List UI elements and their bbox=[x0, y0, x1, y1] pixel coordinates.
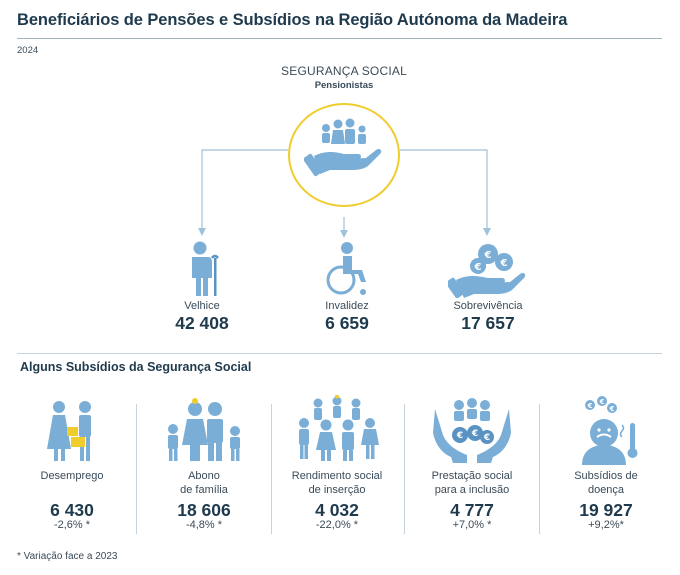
hand-coins-icon: € € € bbox=[448, 244, 526, 298]
section-divider bbox=[17, 353, 662, 354]
subsidy-family-allowance: Abono de família 18 606 -4,8% * bbox=[139, 395, 269, 531]
subsidy-label: Abono de família bbox=[180, 470, 228, 496]
subsidy-label: Prestação social para a inclusão bbox=[431, 470, 513, 496]
column-divider bbox=[136, 404, 137, 534]
subsidy-label: Subsídios de doença bbox=[574, 470, 638, 496]
pension-label: Velhice bbox=[184, 300, 220, 312]
subsidy-social-insertion: Rendimento social de inserção 4 032 -22,0… bbox=[272, 395, 402, 531]
family-icon bbox=[168, 398, 240, 461]
pensioners-circle bbox=[288, 103, 400, 207]
sick-person-icon: € € € bbox=[582, 396, 638, 465]
svg-text:€: € bbox=[474, 262, 482, 273]
subsidy-value: 6 430 bbox=[50, 500, 94, 520]
subsidy-label: Rendimento social de inserção bbox=[291, 470, 383, 496]
unemployed-people-icon bbox=[47, 401, 91, 461]
pension-value: 42 408 bbox=[175, 313, 229, 333]
subsidy-variation: -2,6% * bbox=[53, 519, 91, 531]
footnote: * Variação face a 2023 bbox=[17, 551, 118, 562]
subsidy-inclusion: € € € Prestação social para a inclusão 4 … bbox=[407, 395, 537, 531]
svg-text:€: € bbox=[456, 431, 463, 441]
pension-survivor: € € € Sobrevivência 17 657 bbox=[423, 240, 553, 334]
subsidy-value: 19 927 bbox=[579, 500, 633, 520]
pension-label: Invalidez bbox=[325, 300, 369, 312]
connector-lines bbox=[198, 149, 491, 238]
family-in-hand-icon bbox=[304, 118, 382, 177]
pension-disability: Invalidez 6 659 bbox=[282, 240, 412, 334]
subsidy-sickness: € € € Subsídios de doença 19 927 +9,2%* bbox=[541, 395, 671, 531]
pension-value: 6 659 bbox=[325, 313, 369, 333]
subsidy-variation: -22,0% * bbox=[315, 519, 359, 531]
svg-text:€: € bbox=[599, 398, 605, 406]
svg-text:€: € bbox=[483, 433, 490, 443]
svg-text:€: € bbox=[484, 250, 492, 261]
subsidy-value: 4 032 bbox=[315, 500, 359, 520]
svg-text:€: € bbox=[609, 405, 615, 413]
pension-label: Sobrevivência bbox=[453, 300, 523, 312]
subsidy-variation: +9,2%* bbox=[588, 519, 624, 531]
elderly-person-icon bbox=[192, 241, 219, 296]
group-people-icon bbox=[299, 395, 379, 461]
pension-old-age: Velhice 42 408 bbox=[137, 240, 267, 334]
svg-text:€: € bbox=[587, 402, 593, 410]
page-title: Beneficiários de Pensões e Subsídios na … bbox=[17, 11, 568, 29]
subsidy-variation: -4,8% * bbox=[185, 519, 223, 531]
social-security-heading: SEGURANÇA SOCIAL bbox=[281, 64, 407, 78]
pension-value: 17 657 bbox=[461, 313, 515, 333]
pensioners-subheading: Pensionistas bbox=[314, 80, 374, 91]
svg-text:€: € bbox=[471, 429, 478, 439]
svg-text:€: € bbox=[500, 258, 508, 269]
year-label: 2024 bbox=[17, 45, 39, 56]
wheelchair-icon bbox=[326, 242, 366, 295]
subsidy-unemployment: Desemprego 6 430 -2,6% * bbox=[7, 395, 137, 531]
subsidies-section-title: Alguns Subsídios da Segurança Social bbox=[20, 360, 252, 374]
subsidy-value: 4 777 bbox=[450, 500, 494, 520]
column-divider bbox=[539, 404, 540, 534]
subsidy-label: Desemprego bbox=[40, 470, 104, 482]
subsidy-value: 18 606 bbox=[177, 500, 231, 520]
hands-inclusion-icon: € € € bbox=[433, 398, 511, 463]
column-divider bbox=[271, 404, 272, 534]
title-divider bbox=[17, 38, 662, 39]
subsidy-variation: +7,0% * bbox=[452, 519, 492, 531]
column-divider bbox=[404, 404, 405, 534]
